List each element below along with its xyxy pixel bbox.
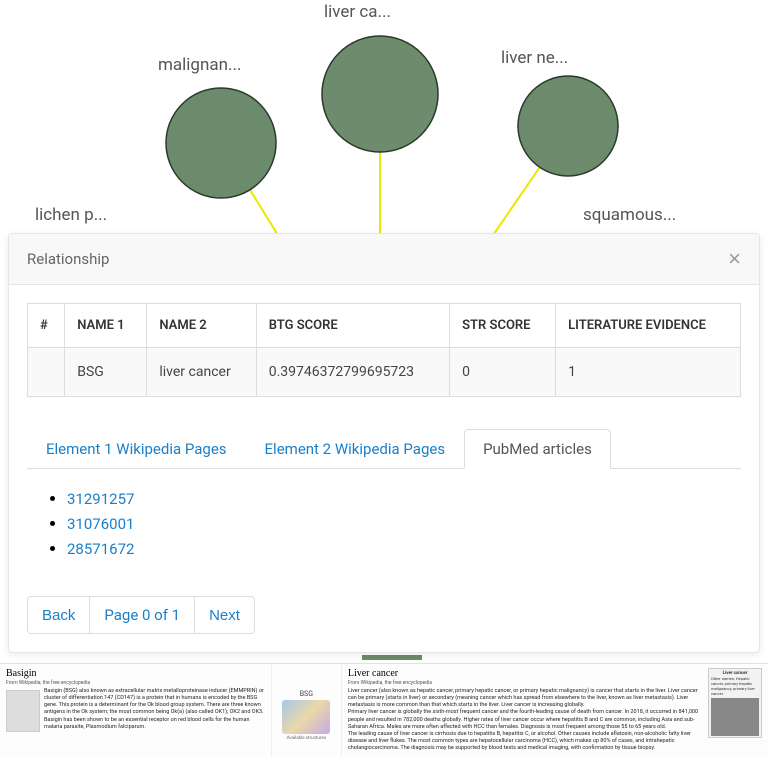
tab-pubmed-articles[interactable]: PubMed articles bbox=[464, 429, 611, 469]
col-name2: NAME 2 bbox=[147, 304, 256, 348]
wiki-body: Basigin (BSG) also known as extracellula… bbox=[6, 688, 265, 731]
protein-structure-icon bbox=[282, 700, 330, 734]
wiki-preview-liver-cancer[interactable]: Liver cancer Other names: Hepatic cancer… bbox=[342, 664, 768, 757]
col-btg: BTG SCORE bbox=[256, 304, 449, 348]
wiki-title: Liver cancer bbox=[348, 668, 762, 679]
cell-name1: BSG bbox=[65, 348, 147, 397]
cell-name2: liver cancer bbox=[147, 348, 256, 397]
pager-back-button[interactable]: Back bbox=[27, 596, 90, 634]
pubmed-link[interactable]: 31291257 bbox=[67, 490, 134, 508]
col-lit: LITERATURE EVIDENCE bbox=[556, 304, 741, 348]
wiki-preview-strip: Basigin From Wikipedia, the free encyclo… bbox=[0, 663, 768, 757]
pubmed-list: 31291257 31076001 28571672 bbox=[35, 489, 733, 558]
wiki-thumbnail-icon bbox=[6, 690, 40, 732]
list-item: 28571672 bbox=[67, 539, 733, 558]
modal-header: Relationship × bbox=[9, 234, 759, 285]
tab-content-pubmed: 31291257 31076001 28571672 bbox=[27, 469, 741, 584]
modal-title: Relationship bbox=[27, 250, 109, 268]
pubmed-link[interactable]: 31076001 bbox=[67, 515, 134, 533]
pager-next-button[interactable]: Next bbox=[195, 596, 255, 634]
cell-index bbox=[28, 348, 65, 397]
pubmed-link[interactable]: 28571672 bbox=[67, 540, 134, 558]
table-row[interactable]: BSG liver cancer 0.39746372799695723 0 1 bbox=[28, 348, 741, 397]
wiki-thumb-caption: Available structures bbox=[278, 736, 335, 741]
wiki-preview-bsg-thumb[interactable]: BSG Available structures bbox=[272, 664, 342, 757]
modal-body: # NAME 1 NAME 2 BTG SCORE STR SCORE LITE… bbox=[9, 285, 759, 652]
cell-str: 0 bbox=[450, 348, 556, 397]
graph-node-label: squamous... bbox=[583, 205, 676, 225]
wiki-subtitle: From Wikipedia, the free encyclopedia bbox=[6, 680, 265, 686]
wiki-preview-basigin[interactable]: Basigin From Wikipedia, the free encyclo… bbox=[0, 664, 272, 757]
graph-node-label: liver ca... bbox=[324, 2, 391, 22]
divider-bar bbox=[362, 655, 422, 660]
cell-lit: 1 bbox=[556, 348, 741, 397]
wiki-infobox: Liver cancer Other names: Hepatic cancer… bbox=[708, 668, 762, 738]
graph-node[interactable] bbox=[322, 36, 438, 152]
tab-element-1-wikipedia-pages[interactable]: Element 1 Wikipedia Pages bbox=[27, 429, 246, 469]
relationship-table: # NAME 1 NAME 2 BTG SCORE STR SCORE LITE… bbox=[27, 303, 741, 397]
table-header-row: # NAME 1 NAME 2 BTG SCORE STR SCORE LITE… bbox=[28, 304, 741, 348]
pager: Back Page 0 of 1 Next bbox=[27, 596, 741, 634]
graph-node-label: malignan... bbox=[158, 55, 241, 75]
list-item: 31291257 bbox=[67, 489, 733, 508]
tab-bar: Element 1 Wikipedia PagesElement 2 Wikip… bbox=[27, 429, 741, 469]
graph-node-label: lichen p... bbox=[35, 205, 107, 225]
wiki-body: Liver cancer (also known as hepatic canc… bbox=[348, 688, 762, 752]
close-icon[interactable]: × bbox=[728, 248, 741, 270]
ct-scan-icon bbox=[711, 698, 759, 736]
col-name1: NAME 1 bbox=[65, 304, 147, 348]
graph-node-label: liver ne... bbox=[501, 48, 568, 68]
wiki-title: Basigin bbox=[6, 668, 265, 679]
graph-node[interactable] bbox=[518, 76, 618, 176]
wiki-subtitle: From Wikipedia, the free encyclopedia bbox=[348, 680, 762, 686]
tab-element-2-wikipedia-pages[interactable]: Element 2 Wikipedia Pages bbox=[246, 429, 465, 469]
col-index: # bbox=[28, 304, 65, 348]
cell-btg: 0.39746372799695723 bbox=[256, 348, 449, 397]
graph-node[interactable] bbox=[166, 88, 276, 198]
col-str: STR SCORE bbox=[450, 304, 556, 348]
pager-page-label: Page 0 of 1 bbox=[90, 596, 195, 634]
relationship-modal: Relationship × # NAME 1 NAME 2 BTG SCORE… bbox=[8, 233, 760, 653]
wiki-thumb-label: BSG bbox=[278, 690, 335, 698]
list-item: 31076001 bbox=[67, 514, 733, 533]
